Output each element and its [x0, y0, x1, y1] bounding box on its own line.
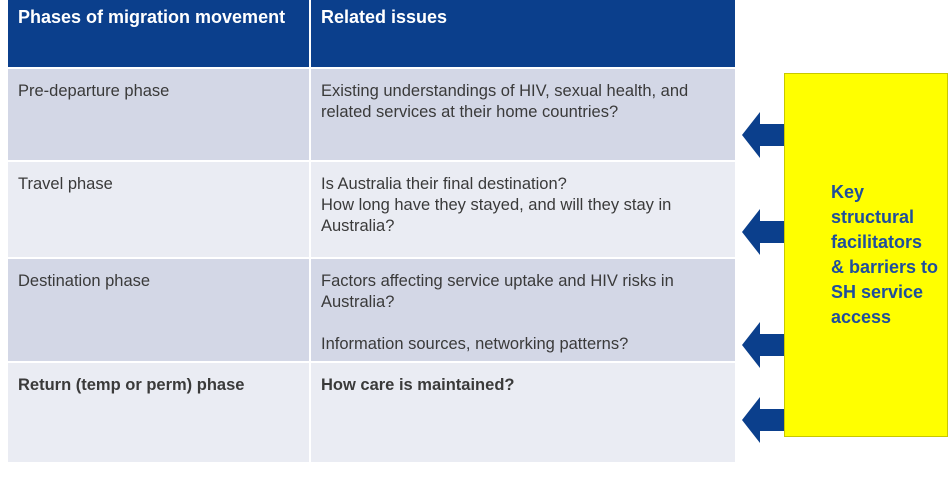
callout-box: Key structural facilitators & barriers t… — [784, 73, 948, 437]
issue-text: Factors affecting service uptake and HIV… — [321, 272, 674, 311]
header-row: Phases of migration movement Related issu… — [8, 0, 735, 68]
arrow-group — [742, 112, 784, 443]
header-cell: Related issues — [309, 0, 735, 68]
issue-text: Is Australia their final destination? — [321, 175, 567, 193]
arrow — [742, 209, 784, 255]
issue-text: How long have they stayed, and will they… — [321, 196, 672, 235]
phase-table: Phases of migration movement Related issu… — [8, 0, 735, 462]
table-row: Travel phase Is Australia their final des… — [8, 160, 735, 258]
phase-cell: Return (temp or perm) phase — [8, 361, 310, 462]
callout-text: Key structural facilitators & barriers t… — [831, 182, 939, 327]
arrow — [742, 322, 784, 368]
issue-text: Existing understandings of HIV, sexual h… — [321, 82, 689, 121]
issues-cell: How care is maintained? — [309, 361, 735, 462]
table-row: Pre-departure phase Existing understandin… — [8, 67, 735, 161]
table-row: Return (temp or perm) phase How care is m… — [8, 361, 735, 462]
phase-cell: Pre-departure phase — [8, 67, 310, 161]
phase-cell: Travel phase — [8, 160, 310, 258]
table-body: Pre-departure phase Existing understandin… — [8, 67, 735, 462]
arrow — [742, 397, 784, 443]
arrow — [742, 112, 784, 158]
issue-text: Information sources, networking patterns… — [321, 335, 629, 353]
table-row: Destination phase Factors affecting servi… — [8, 257, 735, 362]
arrows — [742, 112, 784, 443]
issue-text: How care is maintained? — [321, 376, 515, 394]
issues-cell: Is Australia their final destination? How… — [309, 160, 735, 258]
phase-cell: Destination phase — [8, 257, 310, 362]
issues-cell: Existing understandings of HIV, sexual h… — [309, 67, 735, 161]
issues-cell: Factors affecting service uptake and HIV… — [309, 257, 735, 362]
header-cell: Phases of migration movement — [8, 0, 310, 68]
